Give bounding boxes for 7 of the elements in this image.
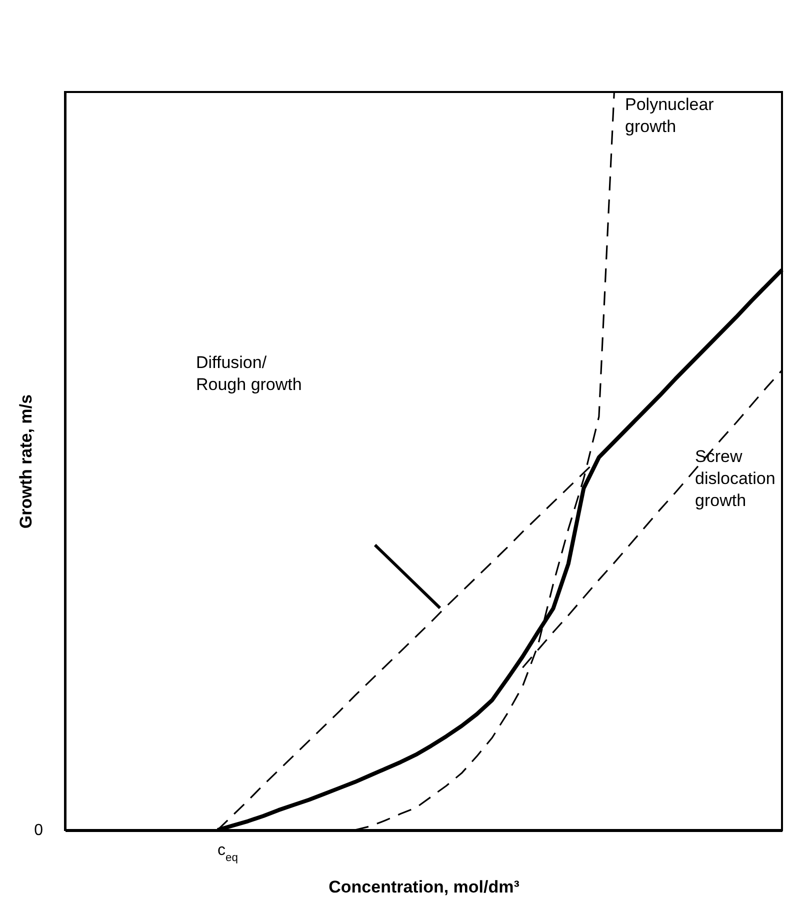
annotation: Screw dislocation growth [695, 447, 776, 510]
text: c$_{eq}$ [218, 842, 238, 864]
y-axis-title: Growth rate, m/s [16, 394, 36, 529]
annotation: Diffusion/ Rough growth [196, 353, 302, 394]
annotation: Polynuclear growth [625, 95, 714, 136]
text: 0 [34, 822, 44, 839]
x-axis-title: Concentration, mol/dm³ [328, 878, 520, 896]
